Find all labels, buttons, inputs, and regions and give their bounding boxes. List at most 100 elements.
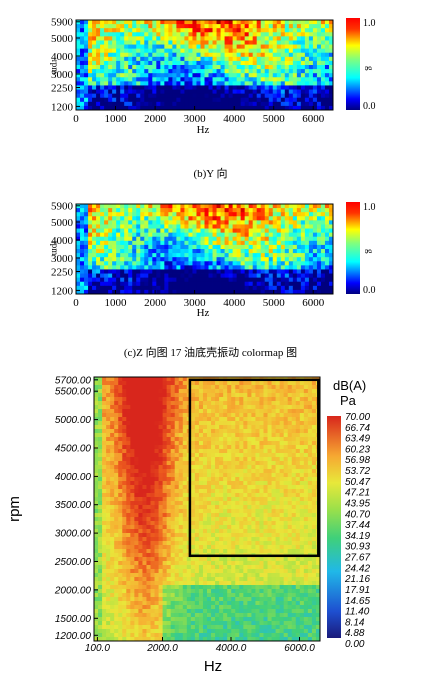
heatmap-cell xyxy=(144,97,149,103)
heatmap-cell xyxy=(264,277,270,283)
heatmap-cell xyxy=(180,20,185,25)
heatmap-cell xyxy=(108,208,113,213)
heatmap-cell xyxy=(292,208,298,213)
heatmap-cell xyxy=(104,97,109,103)
heatmap-cell xyxy=(202,413,208,418)
heatmap-cell xyxy=(196,232,201,238)
heatmap-cell xyxy=(128,261,133,266)
heatmap-cell xyxy=(224,228,229,234)
heatmap-cell xyxy=(150,397,155,402)
heatmap-cell xyxy=(276,73,282,78)
heatmap-cell xyxy=(92,273,97,279)
heatmap-cell xyxy=(76,244,81,250)
heatmap-cell xyxy=(202,505,208,510)
heatmap-cell xyxy=(148,69,153,74)
heatmap-cell xyxy=(94,521,99,526)
heatmap-cell xyxy=(176,93,181,99)
heatmap-cell xyxy=(247,465,252,470)
heatmap-cell xyxy=(162,497,168,502)
heatmap-cell xyxy=(130,493,135,498)
heatmap-cell xyxy=(114,521,119,526)
heatmap-cell xyxy=(296,24,302,29)
heatmap-cell xyxy=(275,429,281,434)
heatmap-cell xyxy=(168,277,173,283)
heatmap-cell xyxy=(223,389,228,394)
heatmap-cell xyxy=(235,397,240,402)
heatmap-cell xyxy=(96,224,101,229)
heatmap-cell xyxy=(152,285,157,291)
heatmap-cell xyxy=(118,505,123,510)
heatmap-cell xyxy=(194,513,200,518)
heatmap-cell xyxy=(136,89,141,95)
heatmap-cell xyxy=(112,224,117,229)
heatmap-cell xyxy=(308,97,314,103)
heatmap-cell xyxy=(243,513,248,518)
heatmap-cell xyxy=(92,60,97,66)
heatmap-cell xyxy=(212,281,217,287)
heatmap-cell xyxy=(324,281,330,287)
heatmap-cell xyxy=(219,477,224,482)
heatmap-cell xyxy=(174,393,180,398)
heatmap-cell xyxy=(184,56,189,62)
heatmap-cell xyxy=(328,261,334,266)
heatmap-cell xyxy=(124,289,129,295)
heatmap-cell xyxy=(204,52,209,58)
heatmap-cell xyxy=(134,469,139,474)
heatmap-cell xyxy=(300,204,306,209)
heatmap-cell xyxy=(211,497,216,502)
heatmap-cell xyxy=(102,405,107,410)
heatmap-cell xyxy=(267,405,272,410)
heatmap-cell xyxy=(268,204,274,209)
heatmap-cell xyxy=(320,269,326,274)
heatmap-cell xyxy=(287,481,293,486)
heatmap-cell xyxy=(92,40,97,45)
heatmap-cell xyxy=(154,465,159,470)
heatmap-cell xyxy=(240,20,246,25)
heatmap-cell xyxy=(251,421,256,426)
heatmap-cell xyxy=(260,208,266,213)
heatmap-cell xyxy=(280,28,286,33)
heatmap-cell xyxy=(188,89,193,95)
heatmap-cell xyxy=(300,20,306,25)
heatmap-cell xyxy=(168,265,173,270)
heatmap-cell xyxy=(308,48,314,54)
heatmap-cell xyxy=(320,97,326,103)
heatmap-cell xyxy=(256,77,262,82)
heatmap-cell xyxy=(212,212,217,217)
heatmap-cell xyxy=(236,20,242,25)
heatmap-cell xyxy=(134,525,139,530)
heatmap-cell xyxy=(178,393,184,398)
heatmap-cell xyxy=(219,513,224,518)
heatmap-cell xyxy=(194,517,200,522)
heatmap-cell xyxy=(192,101,197,107)
heatmap-cell xyxy=(80,73,85,78)
heatmap-cell xyxy=(146,437,151,442)
heatmap-cell xyxy=(232,36,238,41)
heatmap-cell xyxy=(204,265,209,270)
heatmap-cell xyxy=(272,24,278,29)
heatmap-cell xyxy=(271,425,277,430)
heatmap-cell xyxy=(170,501,176,506)
heatmap-cell xyxy=(219,433,224,438)
heatmap-cell xyxy=(94,505,99,510)
heatmap-cell xyxy=(312,93,318,99)
heatmap-cell xyxy=(80,48,85,54)
heatmap-cell xyxy=(296,244,302,250)
heatmap-cell xyxy=(264,204,270,209)
heatmap-cell xyxy=(255,501,260,506)
heatmap-cell xyxy=(228,81,234,86)
heatmap-cell xyxy=(263,417,268,422)
heatmap-cell xyxy=(256,208,262,213)
heatmap-cell xyxy=(259,393,264,398)
heatmap-cell xyxy=(174,469,180,474)
heatmap-cell xyxy=(100,204,105,209)
heatmap-cell xyxy=(170,469,176,474)
heatmap-cell xyxy=(295,465,301,470)
heatmap-cell xyxy=(128,28,133,33)
heatmap-cell xyxy=(311,453,317,458)
heatmap-cell xyxy=(224,28,229,33)
heatmap-cell xyxy=(324,56,330,62)
heatmap-cell xyxy=(296,269,302,274)
heatmap-cell xyxy=(94,381,99,386)
heatmap-cell xyxy=(263,449,268,454)
